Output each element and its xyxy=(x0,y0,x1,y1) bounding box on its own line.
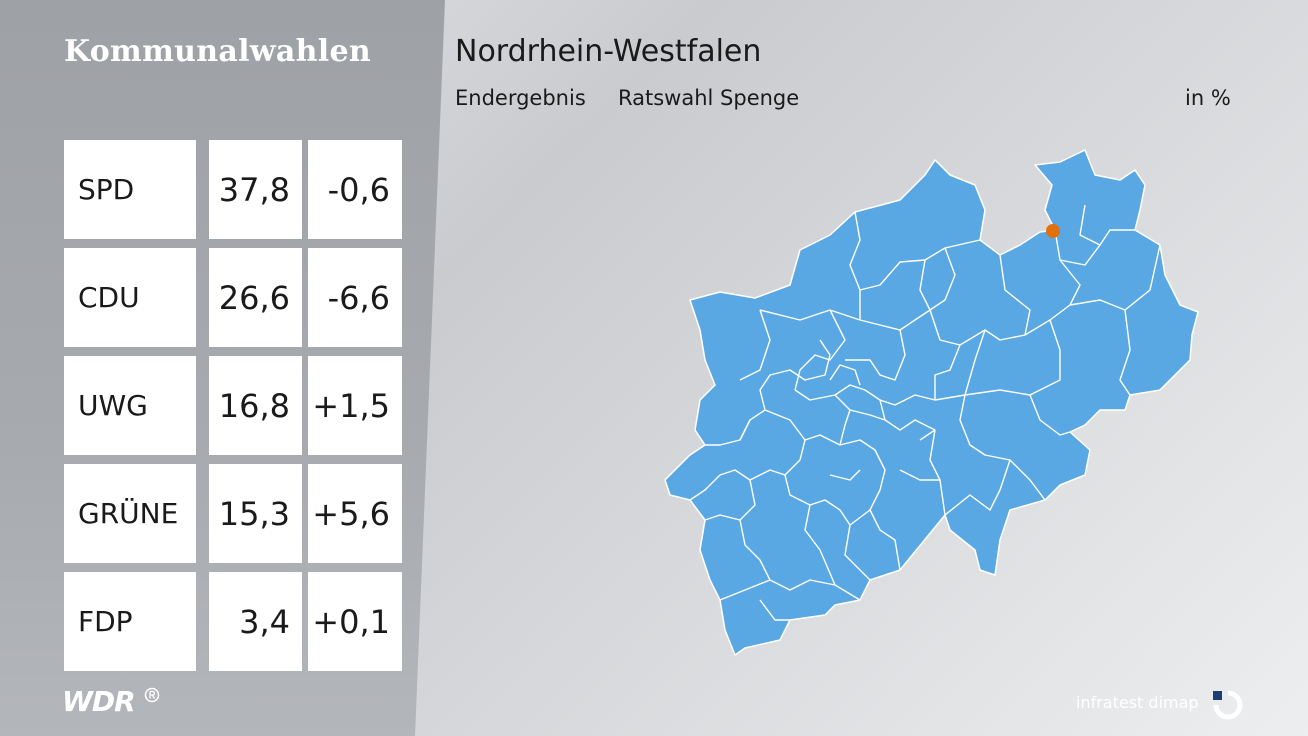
map-title: Nordrhein-Westfalen xyxy=(455,34,762,69)
nrw-region-shape xyxy=(664,149,1199,656)
party-change: +0,1 xyxy=(308,572,402,671)
location-marker xyxy=(1046,224,1060,238)
party-name: GRÜNE xyxy=(64,464,196,563)
party-value: 3,4 xyxy=(209,572,302,671)
party-value: 26,6 xyxy=(209,248,302,347)
party-change: -0,6 xyxy=(308,140,402,239)
party-change: +1,5 xyxy=(308,356,402,455)
party-name: FDP xyxy=(64,572,196,671)
election-name: Ratswahl Spenge xyxy=(618,86,800,110)
party-change: -6,6 xyxy=(308,248,402,347)
section-title: Kommunalwahlen xyxy=(64,34,371,69)
wdr-logo: WDR xyxy=(62,685,136,718)
district-borders xyxy=(689,204,1161,621)
party-value: 15,3 xyxy=(209,464,302,563)
party-name: SPD xyxy=(64,140,196,239)
infratest-logo-icon xyxy=(1213,690,1243,720)
source-label: infratest dimap xyxy=(1076,693,1199,712)
party-change: +5,6 xyxy=(308,464,402,563)
party-value: 16,8 xyxy=(209,356,302,455)
result-status: Endergebnis xyxy=(455,86,586,110)
unit-label: in % xyxy=(1185,86,1231,110)
party-name: CDU xyxy=(64,248,196,347)
party-value: 37,8 xyxy=(209,140,302,239)
party-name: UWG xyxy=(64,356,196,455)
registered-icon xyxy=(144,687,160,703)
